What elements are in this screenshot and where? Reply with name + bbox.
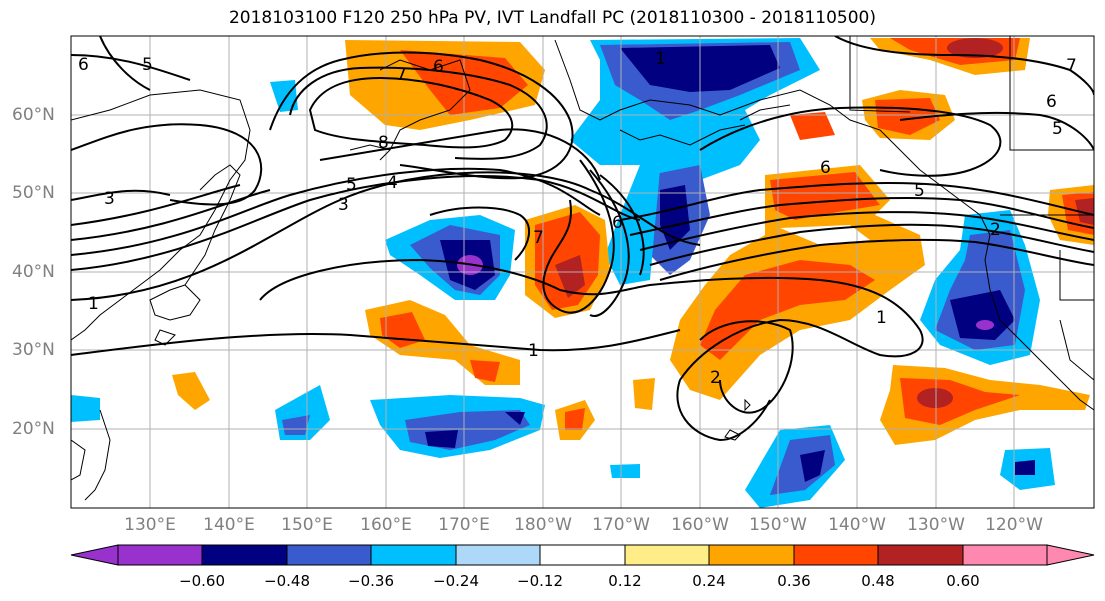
contour-label: 2 [990, 220, 1001, 240]
colorbar-segment [539, 544, 626, 566]
colorbar-tick-label: 0.48 [861, 572, 895, 590]
contour-label: 7 [396, 65, 407, 85]
contour-label: 5 [346, 175, 357, 195]
pv-blob-negative [505, 412, 525, 425]
colorbar-tick-label: −0.48 [264, 572, 310, 590]
contour-label: 4 [387, 173, 398, 193]
colorbar-tick-label: 0.24 [692, 572, 726, 590]
map-title: 2018103100 F120 250 hPa PV, IVT Landfall… [228, 8, 876, 28]
pv-blob-negative [270, 80, 298, 112]
contour-label: 1 [876, 308, 887, 328]
colorbar-tick-label: −0.12 [517, 572, 563, 590]
coastlines [71, 36, 1094, 501]
colorbar-tick-label: 0.36 [777, 572, 811, 590]
lat-label: 20°N [12, 419, 55, 439]
contour-label: 5 [914, 181, 925, 201]
pv-blob-negative [1015, 460, 1035, 475]
contour-label: 7 [533, 228, 544, 248]
contour-label: 7 [1066, 56, 1077, 76]
colorbar-segment [624, 544, 710, 566]
pv-blob-positive [172, 372, 210, 410]
colorbar-segment [201, 544, 288, 566]
pv-blob-positive [555, 255, 585, 298]
contour-labels: 6 5 7 6 8 5 4 3 3 1 1 6 7 6 5 2 1 2 7 6 … [78, 49, 1077, 388]
colorbar-tick-label: −0.60 [179, 572, 225, 590]
lon-label: 120°W [985, 515, 1043, 535]
map-frame [70, 35, 1095, 509]
lon-label: 140°E [203, 515, 255, 535]
colorbar-tick-label: 0.12 [608, 572, 642, 590]
contour-label: 1 [88, 294, 99, 314]
lon-label: 170°W [592, 515, 650, 535]
lon-label: 130°W [907, 515, 965, 535]
contour-label: 1 [655, 49, 666, 69]
colorbar-segment [708, 544, 795, 566]
contour-label: 6 [820, 158, 831, 178]
pv-blob-positive [700, 260, 875, 360]
colorbar-segment [877, 544, 964, 566]
colorbar-segment [962, 544, 1048, 566]
colorbar-extend-max [1046, 544, 1095, 566]
lon-label: 180°W [514, 515, 572, 535]
colorbar-tick-label: −0.36 [348, 572, 394, 590]
contour-label: 2 [710, 368, 721, 388]
lat-label: 30°N [12, 340, 55, 360]
contour-label: 3 [104, 189, 115, 209]
contour-label: 3 [338, 195, 349, 215]
contour-label: 5 [1052, 119, 1063, 139]
pv-blob-positive [790, 112, 835, 140]
contour-label: 1 [528, 341, 539, 361]
pv-blob-negative [800, 450, 825, 482]
lon-label: 140°W [828, 515, 886, 535]
contour-label: 5 [142, 55, 153, 75]
colorbar-segment [117, 544, 203, 566]
contour-label: 6 [433, 57, 444, 77]
pv-blob-positive [633, 378, 655, 410]
lat-label: 60°N [12, 105, 55, 125]
pv-blob-negative [282, 415, 310, 435]
ivt-contours [71, 36, 1094, 442]
colorbar [70, 544, 1095, 566]
contour-label: 6 [78, 55, 89, 75]
lon-label: 150°E [281, 515, 333, 535]
colorbar-segment [793, 544, 879, 566]
pv-blob-negative [610, 464, 640, 478]
pv-blob-negative [605, 165, 660, 285]
lon-label: 170°E [438, 515, 490, 535]
lon-label: 160°E [360, 515, 412, 535]
pv-blob-negative [950, 290, 1015, 340]
pv-blob-negative [71, 395, 100, 422]
colorbar-tick-label: 0.60 [946, 572, 980, 590]
lon-label: 150°W [749, 515, 807, 535]
pv-blob-positive [470, 360, 500, 382]
lat-label: 50°N [12, 183, 55, 203]
lat-label: 40°N [12, 262, 55, 282]
pv-blob-positive [1075, 198, 1094, 225]
lon-label: 160°W [671, 515, 729, 535]
pv-blob-negative [976, 320, 994, 330]
contour-label: 8 [378, 133, 389, 153]
colorbar-segment [370, 544, 457, 566]
pv-blob-positive [917, 388, 953, 408]
pv-blob-positive [780, 225, 870, 245]
pv-blob-positive [947, 38, 1003, 58]
lon-label: 130°E [124, 515, 176, 535]
colorbar-segment [286, 544, 372, 566]
pv-blob-negative [425, 430, 458, 448]
contour-label: 6 [612, 213, 623, 233]
colorbar-extend-min [70, 544, 119, 566]
colorbar-tick-label: −0.24 [433, 572, 479, 590]
colorbar-segment [455, 544, 541, 566]
pv-blob-positive [565, 408, 585, 430]
contour-label: 6 [1046, 92, 1057, 112]
